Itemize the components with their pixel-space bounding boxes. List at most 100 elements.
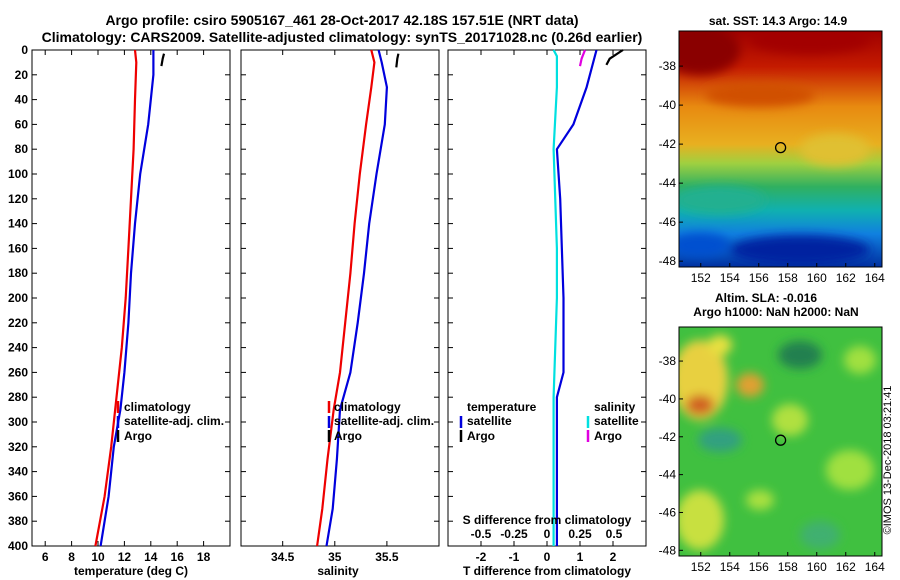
sla-axes: 152 154 156 158 160 162 164 -38 -40 -42 -44 -46 -48	[659, 354, 885, 574]
difference-axes-frame	[447, 49, 647, 547]
difference-xtick-label: 1	[577, 550, 584, 564]
sst-patch	[750, 31, 870, 54]
temperature-xtick-label: 6	[42, 550, 49, 564]
depth-tick-label: 240	[8, 341, 28, 355]
legend-label-climatology: climatology	[124, 400, 191, 414]
depth-tick-label: 380	[8, 514, 28, 528]
s-diff-tick: 0.5	[606, 527, 623, 541]
difference-series-temperature-satellite	[555, 49, 598, 546]
temperature-series-argo	[160, 53, 166, 67]
salinity-axes-frame	[240, 49, 440, 547]
sst-map-xtick-label: 154	[720, 271, 740, 285]
legend-label-satellite: satellite-adj. clim.	[124, 414, 224, 428]
diff-xlabel: T difference from climatology	[463, 564, 631, 578]
sla-map-title-line1: Altim. SLA: -0.016	[715, 291, 817, 305]
sla-patch	[778, 341, 822, 369]
legend-title-salinity: salinity	[594, 400, 636, 414]
sst-patch	[705, 83, 815, 107]
depth-tick-label: 400	[8, 539, 28, 553]
temperature-axes-frame	[31, 49, 231, 547]
temperature-series-satellite-adj-clim-	[99, 50, 155, 547]
sla-patch	[679, 490, 724, 550]
sst-map-xtick-label: 164	[865, 271, 885, 285]
diff-legend-salinity: salinity satellite Argo	[586, 400, 639, 443]
sla-map-xtick-label: 162	[836, 560, 856, 574]
sla-patch	[826, 450, 874, 490]
sla-map-ytick-label: -38	[659, 354, 677, 368]
sst-map-xtick-label: 156	[749, 271, 769, 285]
sla-map-ytick-label: -40	[659, 392, 677, 406]
salinity-xtick-label: 34.5	[271, 550, 295, 564]
axes-layer: 6 8 10 12 14 16 180204060801001201401601802002…	[8, 43, 647, 564]
depth-tick-label: 120	[8, 192, 28, 206]
depth-tick-label: 140	[8, 217, 28, 231]
sla-map-ytick-label: -46	[659, 505, 677, 519]
temperature-xtick-label: 8	[68, 550, 75, 564]
diff-legend-temperature: temperature satellite Argo	[459, 400, 537, 443]
legend-label-argo: Argo	[334, 429, 362, 443]
sla-patch	[800, 521, 840, 549]
sla-heatmap	[679, 327, 882, 556]
credit-footer: ©IMOS 13-Dec-2018 03:21:41	[882, 386, 894, 535]
s-diff-tick: 0.25	[568, 527, 592, 541]
depth-tick-label: 80	[15, 142, 29, 156]
legend-label-temp-argo: Argo	[467, 429, 495, 443]
sst-map-ytick-label: -40	[659, 98, 677, 112]
difference-series-salinity-satellite	[552, 49, 559, 546]
sla-map-xtick-label: 160	[807, 560, 827, 574]
header-line2: Climatology: CARS2009. Satellite-adjuste…	[42, 29, 643, 45]
sst-patch	[679, 31, 740, 75]
salinity-series-satellite-adj-clim-	[325, 49, 388, 547]
difference-xtick-label: 0	[544, 550, 551, 564]
salinity-series-argo	[395, 53, 400, 68]
legend-label-satellite: satellite-adj. clim.	[334, 414, 434, 428]
sst-patch	[679, 186, 765, 214]
sla-map-frame	[678, 326, 883, 557]
difference-xtick-label: -2	[476, 550, 487, 564]
sla-map-title-line2: Argo h1000: NaN h2000: NaN	[693, 305, 858, 319]
sla-map-xtick-label: 154	[720, 560, 740, 574]
s-diff-tick: -0.5	[471, 527, 492, 541]
temperature-xtick-label: 12	[118, 550, 132, 564]
difference-series-salinity-argo	[578, 49, 587, 67]
legend-label-temp-satellite: satellite	[467, 414, 512, 428]
sla-map-ytick-label: -48	[659, 543, 677, 557]
sst-map-xtick-label: 158	[778, 271, 798, 285]
difference-xtick-label: 2	[610, 550, 617, 564]
depth-tick-label: 180	[8, 266, 28, 280]
sst-map-ytick-label: -48	[659, 254, 677, 268]
temperature-xtick-label: 16	[171, 550, 185, 564]
sst-map-ytick-label: -46	[659, 215, 677, 229]
sst-map-ytick-label: -44	[659, 176, 677, 190]
temperature-xtick-label: 18	[197, 550, 211, 564]
depth-tick-label: 260	[8, 365, 28, 379]
sst-map-ytick-label: -38	[659, 59, 677, 73]
s-diff-axis-label: S difference from climatology	[463, 513, 632, 527]
sla-map-xtick-label: 158	[778, 560, 798, 574]
salinity-xtick-label: 35.5	[375, 550, 399, 564]
sla-map-ytick-label: -42	[659, 430, 677, 444]
sst-heatmap	[679, 31, 882, 267]
sst-patch	[679, 233, 730, 257]
sla-map-xtick-label: 152	[691, 560, 711, 574]
header-line1: Argo profile: csiro 5905167_461 28-Oct-2…	[105, 12, 578, 28]
s-diff-tick: -0.25	[500, 527, 528, 541]
depth-tick-label: 40	[15, 93, 29, 107]
temperature-xtick-label: 10	[91, 550, 105, 564]
legend-label-climatology: climatology	[334, 400, 401, 414]
sst-axes: 152 154 156 158 160 162 164 -38 -40 -42 -44 -46 -48	[659, 59, 885, 285]
temp-legend: climatology satellite-adj. clim. Argo	[116, 400, 224, 443]
sla-patch	[844, 346, 876, 374]
sla-patch	[708, 335, 732, 355]
sla-patch	[772, 404, 808, 436]
depth-tick-label: 220	[8, 316, 28, 330]
lines-layer	[94, 49, 624, 547]
depth-tick-label: 20	[15, 68, 29, 82]
depth-tick-label: 100	[8, 167, 28, 181]
legend-label-argo: Argo	[124, 429, 152, 443]
temp-xlabel: temperature (deg C)	[74, 564, 188, 578]
temperature-series-climatology	[94, 49, 138, 547]
legend-title-temperature: temperature	[467, 400, 537, 414]
sst-patch	[800, 134, 870, 166]
